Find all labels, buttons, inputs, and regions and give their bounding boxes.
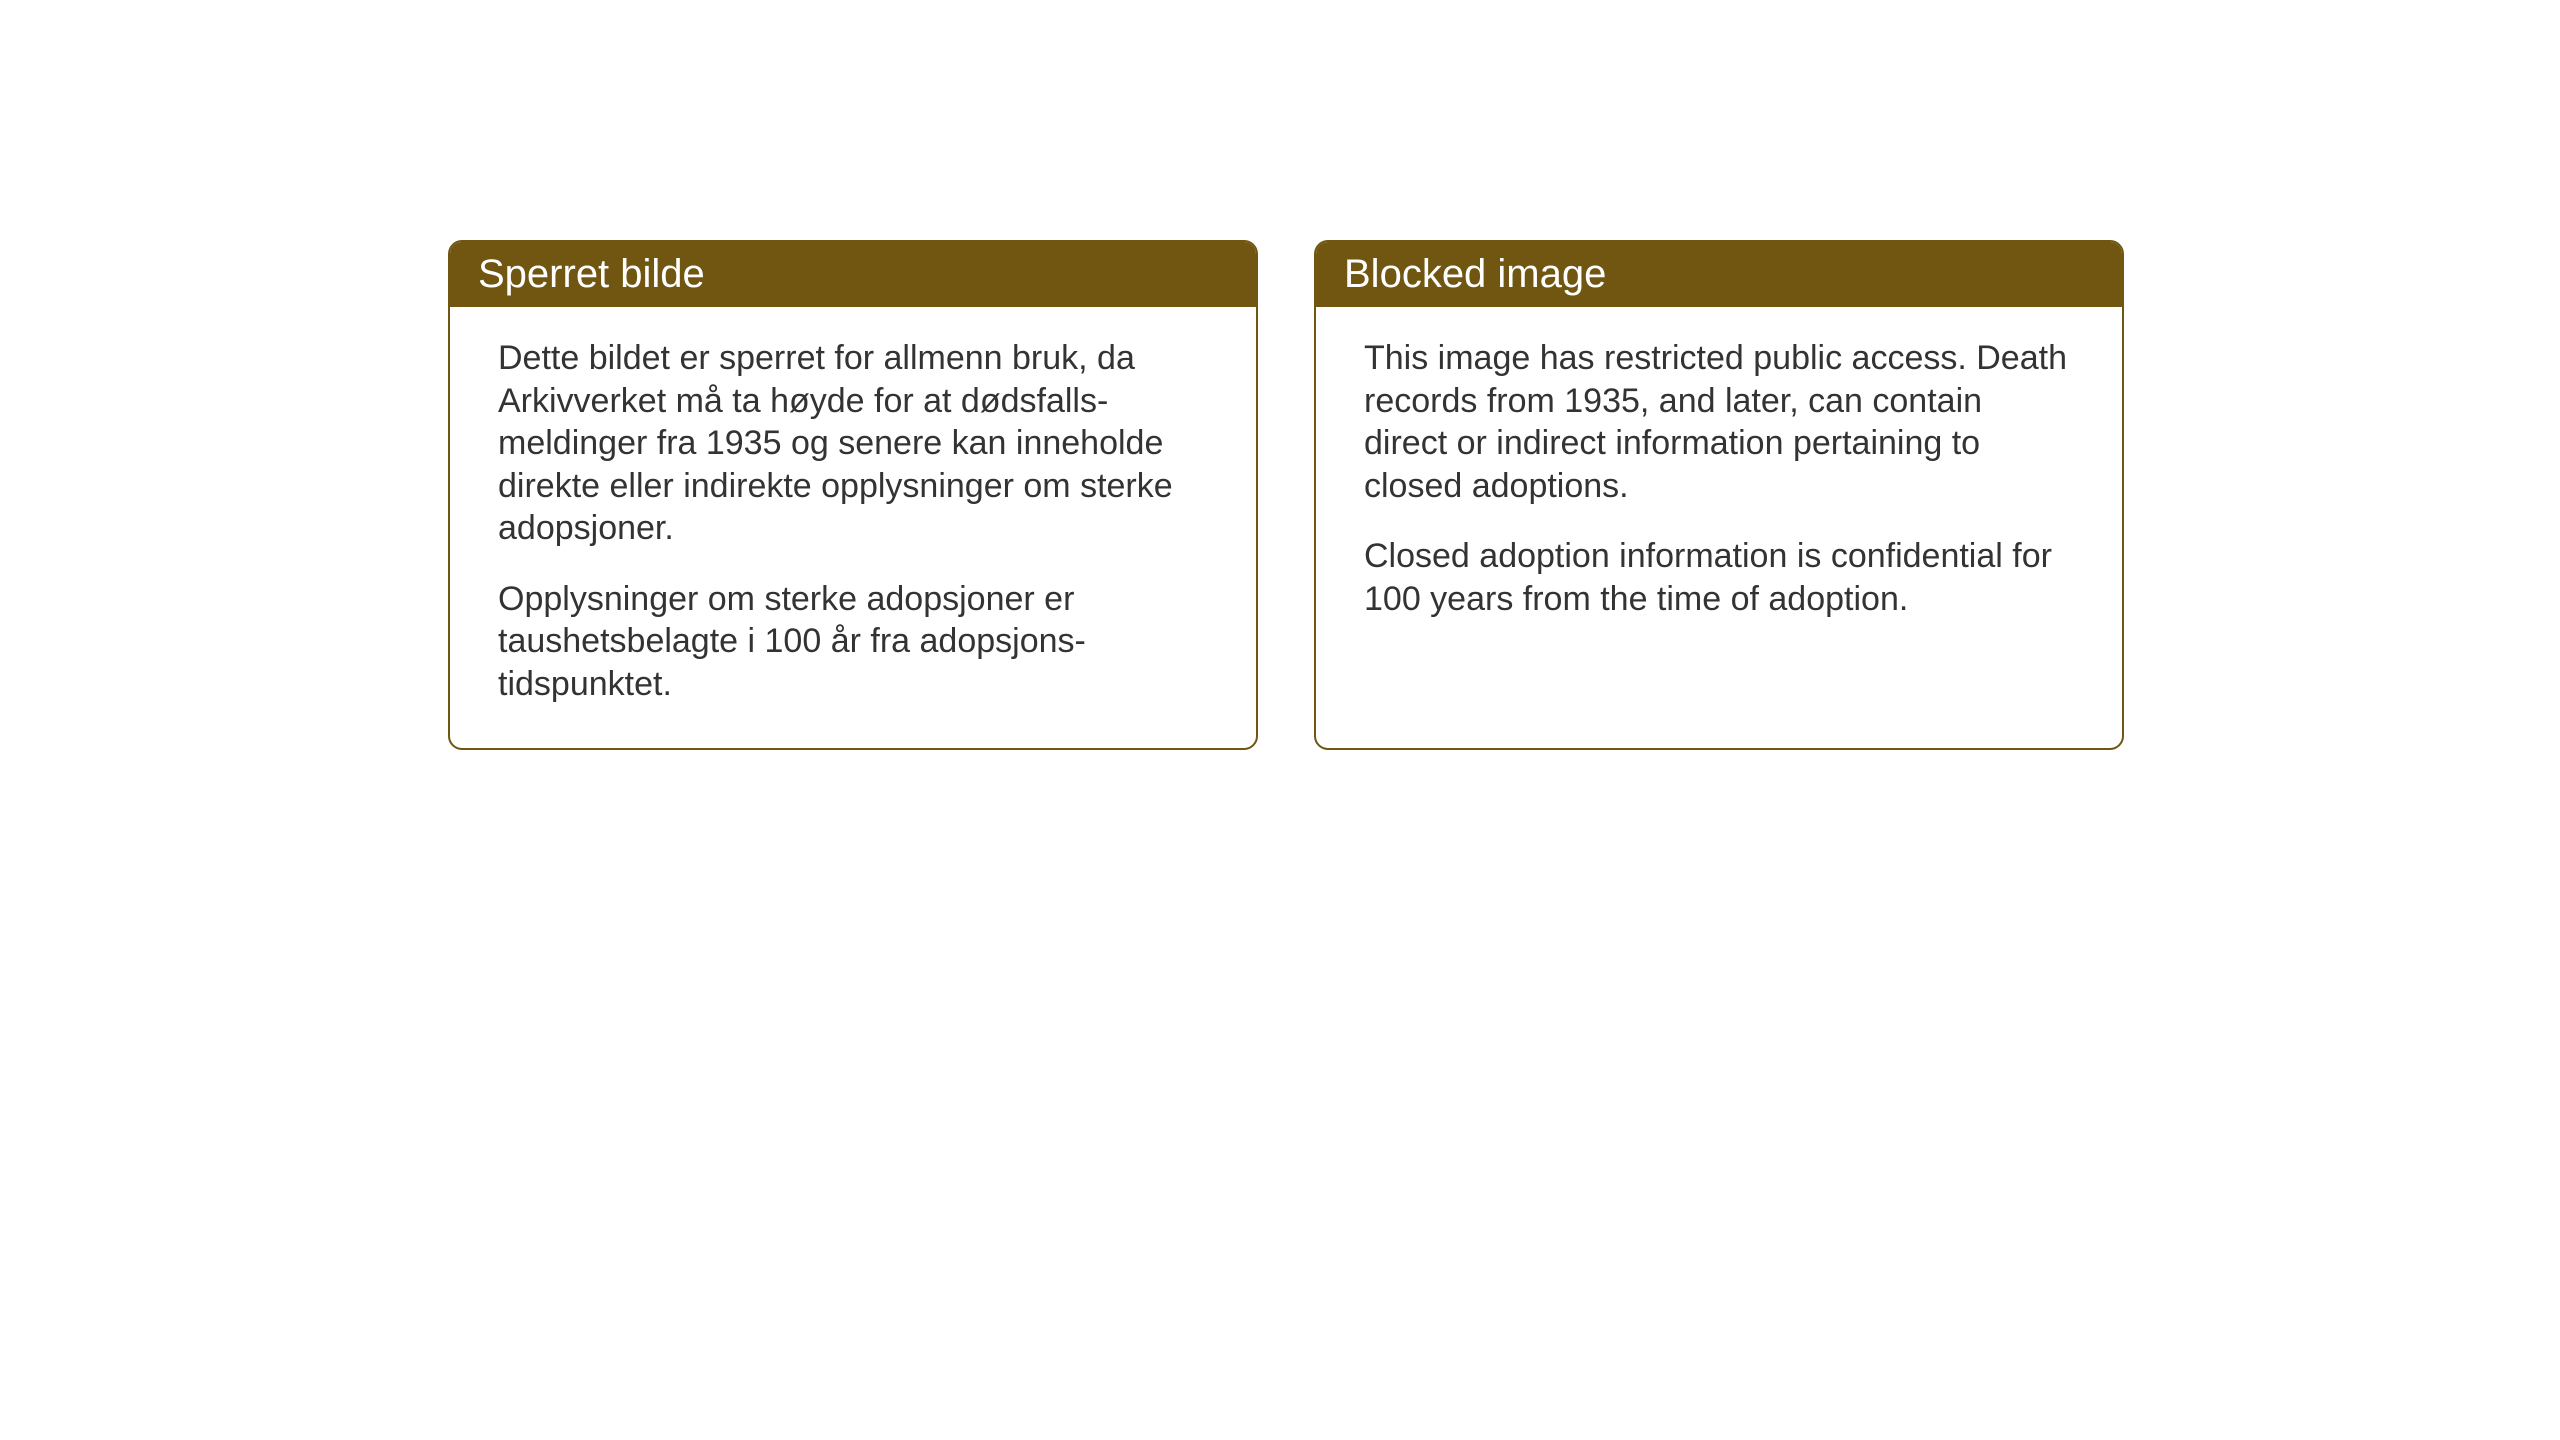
notice-card-norwegian: Sperret bilde Dette bildet er sperret fo… [448,240,1258,750]
card-body-english: This image has restricted public access.… [1316,307,2122,660]
card-body-norwegian: Dette bildet er sperret for allmenn bruk… [450,307,1256,745]
card-title-norwegian: Sperret bilde [478,252,705,296]
notice-card-english: Blocked image This image has restricted … [1314,240,2124,750]
card-paragraph-norwegian-2: Opplysninger om sterke adopsjoner er tau… [498,578,1208,706]
card-header-norwegian: Sperret bilde [450,242,1256,307]
card-paragraph-english-2: Closed adoption information is confident… [1364,535,2074,620]
card-title-english: Blocked image [1344,252,1606,296]
card-paragraph-english-1: This image has restricted public access.… [1364,337,2074,507]
card-paragraph-norwegian-1: Dette bildet er sperret for allmenn bruk… [498,337,1208,550]
card-header-english: Blocked image [1316,242,2122,307]
notice-container: Sperret bilde Dette bildet er sperret fo… [448,240,2124,750]
